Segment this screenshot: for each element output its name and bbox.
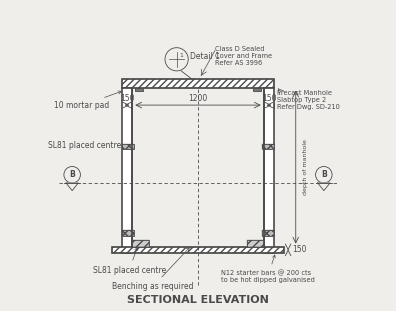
Bar <box>262 230 274 235</box>
Text: 1200: 1200 <box>188 94 208 103</box>
Text: N12 starter bars @ 200 cts
to be hot dipped galvanised: N12 starter bars @ 200 cts to be hot dip… <box>221 255 315 283</box>
Text: SL81 placed centre: SL81 placed centre <box>48 141 130 150</box>
Text: 150: 150 <box>262 94 276 103</box>
Circle shape <box>64 166 80 183</box>
Text: Precast Manhole
Slabtop Type 2
Refer Dwg. SD-210: Precast Manhole Slabtop Type 2 Refer Dwg… <box>278 90 340 110</box>
Bar <box>122 79 274 88</box>
Text: Class D Sealed
Cover and Frame
Refer AS 3996: Class D Sealed Cover and Frame Refer AS … <box>215 46 272 66</box>
Bar <box>135 88 143 91</box>
Bar <box>122 88 132 253</box>
Bar <box>112 247 284 253</box>
Polygon shape <box>66 183 78 191</box>
Text: B: B <box>321 170 327 179</box>
Bar <box>262 144 274 149</box>
Bar <box>264 88 274 253</box>
Text: 1: 1 <box>179 53 183 58</box>
Circle shape <box>316 166 332 183</box>
Bar <box>122 230 134 235</box>
Bar <box>262 230 274 235</box>
Bar <box>247 240 264 247</box>
Bar <box>122 79 274 88</box>
Text: depth of manhole: depth of manhole <box>303 139 308 195</box>
Text: 150: 150 <box>292 245 307 254</box>
Text: SECTIONAL ELEVATION: SECTIONAL ELEVATION <box>127 295 269 305</box>
Bar <box>132 240 149 247</box>
Bar <box>122 230 134 235</box>
Text: Detail 1: Detail 1 <box>190 52 220 61</box>
Text: Benching as required: Benching as required <box>112 248 194 291</box>
Bar <box>122 144 134 149</box>
Bar <box>253 88 261 91</box>
Bar <box>122 144 134 149</box>
Text: 150: 150 <box>120 94 134 103</box>
Bar <box>262 144 274 149</box>
Text: SL81 placed centre: SL81 placed centre <box>93 248 166 275</box>
Bar <box>132 240 149 247</box>
Bar <box>112 247 284 253</box>
Text: 10 mortar pad: 10 mortar pad <box>54 91 121 110</box>
Polygon shape <box>318 183 330 191</box>
Bar <box>247 240 264 247</box>
Text: B: B <box>69 170 75 179</box>
